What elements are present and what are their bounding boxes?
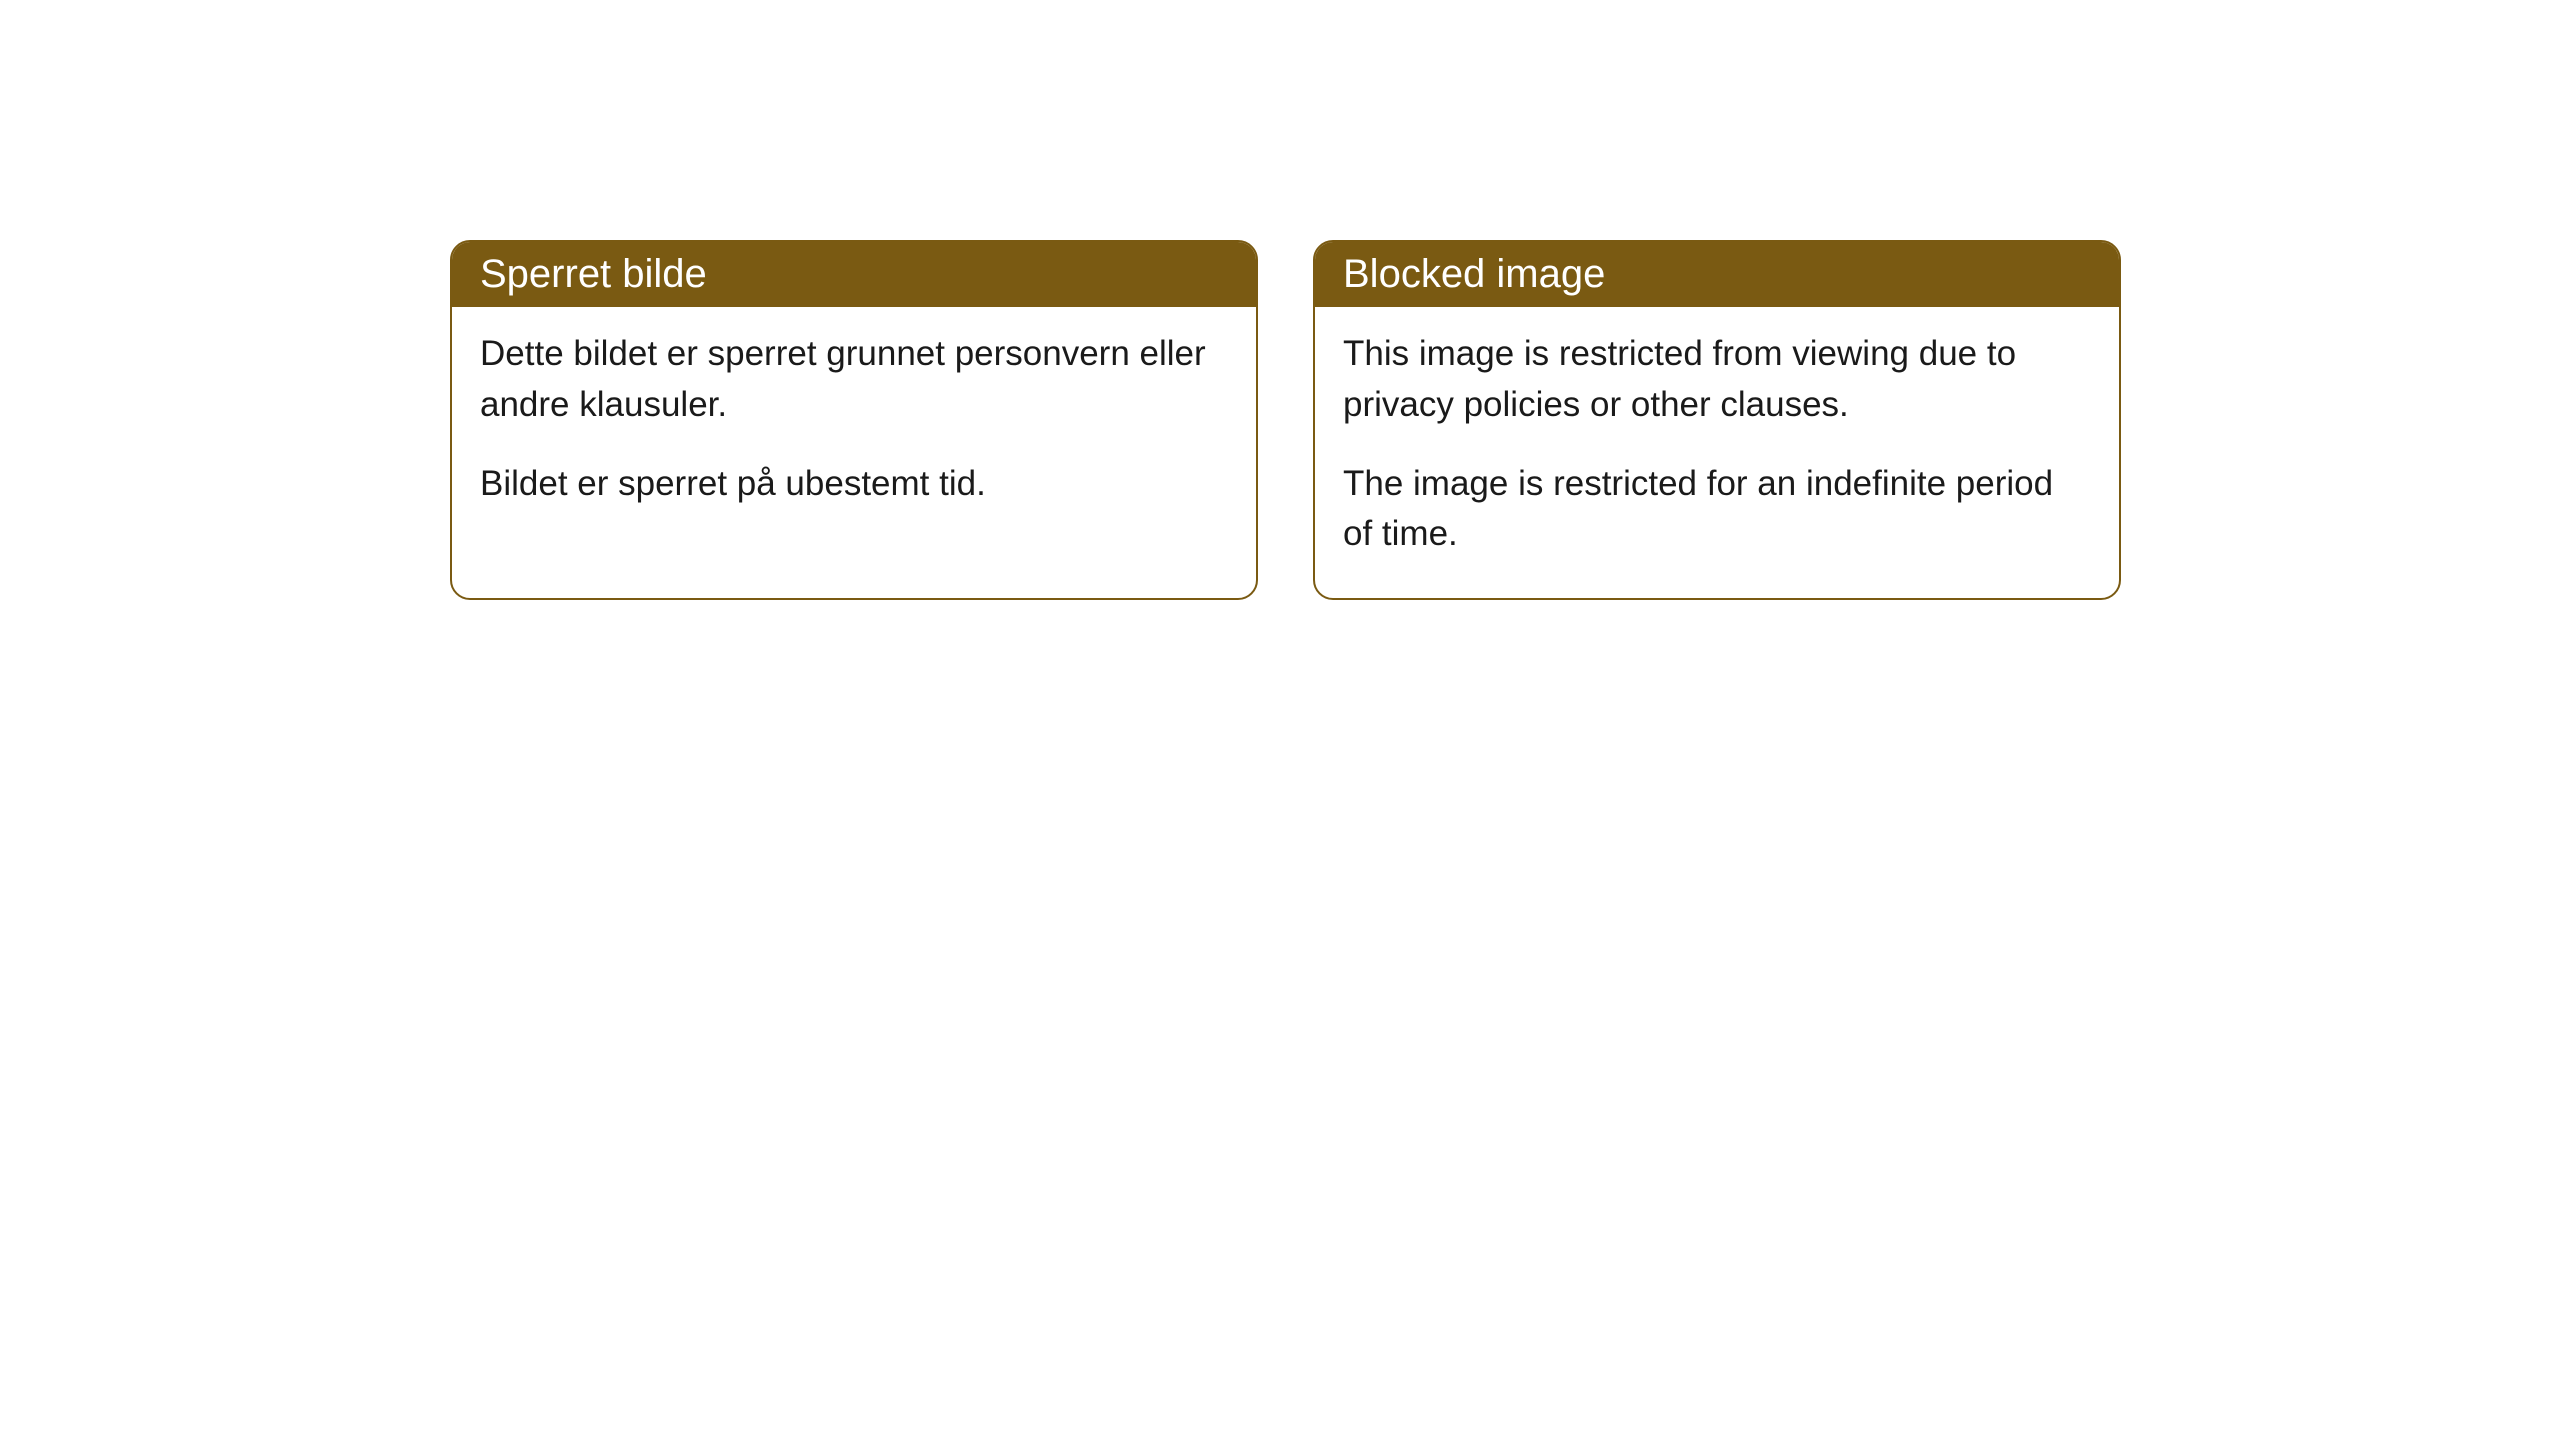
notice-container: Sperret bilde Dette bildet er sperret gr…: [450, 240, 2121, 600]
card-header: Sperret bilde: [452, 242, 1256, 307]
card-paragraph-2: The image is restricted for an indefinit…: [1343, 459, 2091, 561]
notice-card-norwegian: Sperret bilde Dette bildet er sperret gr…: [450, 240, 1258, 600]
card-title: Sperret bilde: [480, 252, 707, 296]
card-paragraph-1: Dette bildet er sperret grunnet personve…: [480, 329, 1228, 431]
card-body: Dette bildet er sperret grunnet personve…: [452, 307, 1256, 547]
card-title: Blocked image: [1343, 252, 1605, 296]
card-paragraph-1: This image is restricted from viewing du…: [1343, 329, 2091, 431]
card-header: Blocked image: [1315, 242, 2119, 307]
card-paragraph-2: Bildet er sperret på ubestemt tid.: [480, 459, 1228, 510]
notice-card-english: Blocked image This image is restricted f…: [1313, 240, 2121, 600]
card-body: This image is restricted from viewing du…: [1315, 307, 2119, 598]
